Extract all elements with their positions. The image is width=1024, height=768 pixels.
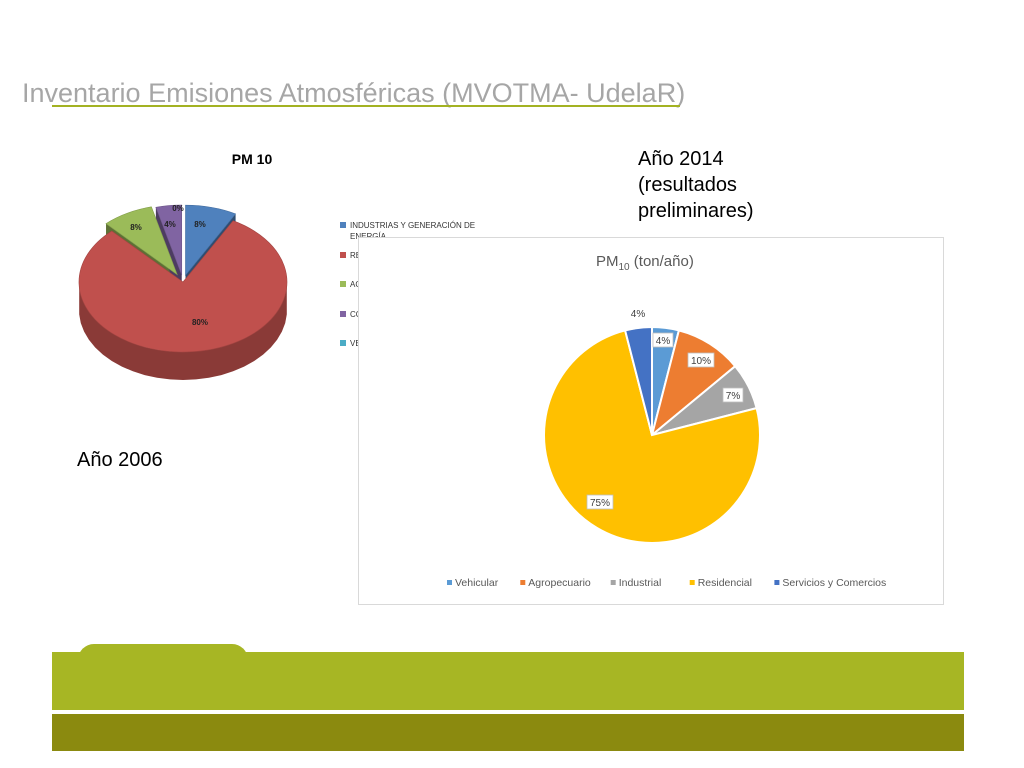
data-label-2006: 8% [130,223,142,232]
slide-title: Inventario Emisiones Atmosféricas (MVOTM… [22,78,686,108]
legend-label-2014: Agropecuario [528,577,591,589]
footer-band-dark [52,714,964,751]
legend-label-2014: Servicios y Comercios [782,577,886,589]
pie-chart-2014: PM10 (ton/año) 4% 10% 7% 75% 4% Vehicular Agr… [447,253,886,589]
data-label-2014: 4% [656,336,671,347]
year-2014-label: Año 2014 (resultados preliminares) [638,146,754,224]
data-label-box-2014 [652,332,674,348]
legend-swatch-2006 [340,281,346,287]
legend-swatch-2006 [340,311,346,317]
legend-swatch-2014 [447,580,452,585]
year-2006-label: Año 2006 [77,449,163,471]
pie-slice-2006 [185,204,237,277]
data-label-2006: 0% [172,204,184,213]
chart-title-2014: PM10 (ton/año) [596,253,694,273]
chart-frame-2014: PM10 (ton/año) 4% 10% 7% 75% 4% Vehicular Agr… [358,237,944,605]
pie-slice-2006 [155,204,183,276]
data-label-2014: 7% [726,391,741,402]
legend-label-2014: Industrial [619,577,662,589]
data-label-2006: 4% [164,220,176,229]
slice-side-2006 [79,286,287,380]
legend-swatch-2014 [689,580,695,585]
data-label-2014: 75% [590,498,610,509]
legend-swatch-2014 [610,580,616,585]
legend-label-2014: Vehicular [455,577,499,589]
legend-swatch-2006 [340,252,346,258]
data-label-2014: 10% [691,356,711,367]
data-label-box-2014 [586,494,614,510]
pie-slice-2014 [623,325,653,436]
legend-swatch-2006 [340,340,346,346]
data-label-box-2014 [687,352,715,368]
legend-swatch-2014 [520,580,526,585]
data-label-2006: 80% [192,318,208,327]
footer-band-light [52,652,964,710]
title-underline [52,105,680,107]
legend-swatch-2014 [774,580,780,585]
year-2014-line: preliminares) [638,200,754,222]
chart-title-2006: PM 10 [232,151,273,167]
legend-label-2006: INDUSTRIAS Y GENERACIÓN DE [350,221,475,230]
year-2014-line: (resultados [638,174,737,196]
pie-slice-2006 [78,220,288,353]
data-label-box-2014 [722,387,744,403]
legend-label-2014: Residencial [698,577,752,589]
pie-slice-2006 [105,206,178,276]
pie-slice-2014 [543,329,761,544]
data-label-2006: 8% [194,220,206,229]
legend-swatch-2006 [340,222,346,228]
data-label-2014: 4% [631,309,646,320]
year-2014-line: Año 2014 [638,148,724,170]
legend-label-2006: ENERGÍA [350,232,387,241]
